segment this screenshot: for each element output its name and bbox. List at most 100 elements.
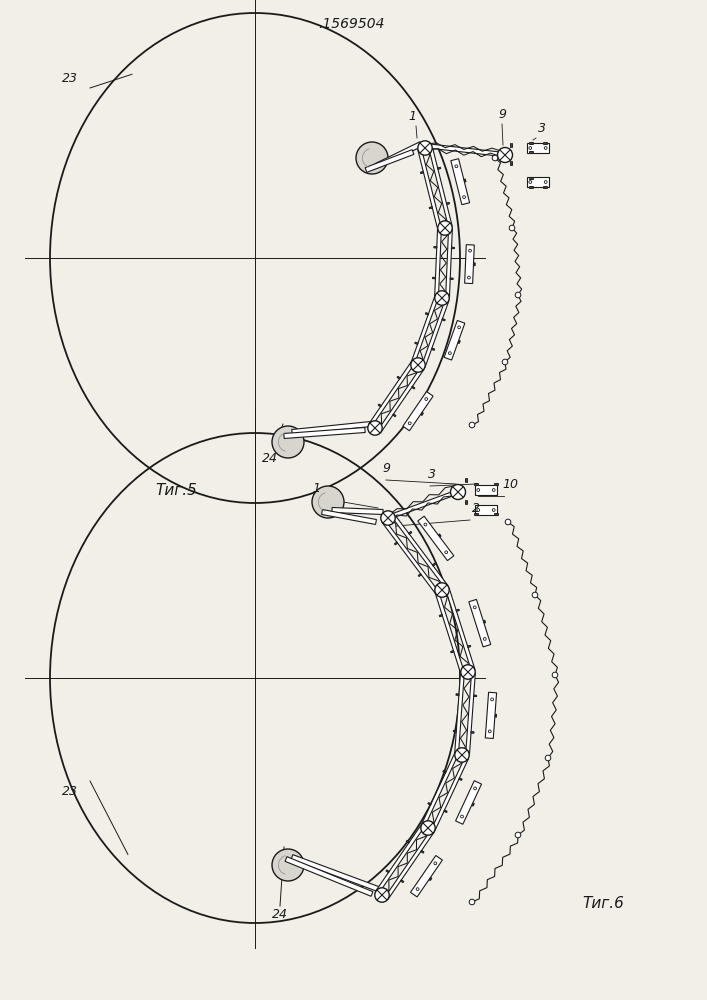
Polygon shape: [530, 177, 532, 179]
Polygon shape: [428, 146, 452, 227]
Polygon shape: [455, 781, 481, 824]
Text: 23: 23: [62, 785, 78, 798]
Polygon shape: [365, 150, 414, 172]
Circle shape: [438, 221, 452, 235]
Polygon shape: [485, 692, 496, 738]
Circle shape: [381, 511, 395, 525]
Polygon shape: [322, 510, 376, 524]
Polygon shape: [291, 855, 379, 891]
Polygon shape: [369, 361, 415, 426]
Polygon shape: [464, 179, 466, 182]
Polygon shape: [411, 856, 443, 897]
Polygon shape: [409, 531, 412, 534]
Polygon shape: [530, 142, 533, 144]
Polygon shape: [428, 144, 499, 156]
Polygon shape: [467, 645, 471, 648]
Text: 10: 10: [502, 478, 518, 491]
Polygon shape: [474, 263, 475, 266]
Polygon shape: [432, 563, 436, 566]
Polygon shape: [433, 277, 436, 279]
Polygon shape: [375, 142, 422, 168]
Polygon shape: [446, 202, 450, 205]
Polygon shape: [527, 177, 549, 187]
Polygon shape: [527, 143, 549, 153]
Circle shape: [552, 672, 558, 678]
Polygon shape: [418, 574, 421, 577]
Text: 24: 24: [262, 452, 278, 465]
Polygon shape: [453, 730, 457, 732]
Circle shape: [506, 519, 510, 525]
Circle shape: [515, 832, 521, 838]
Polygon shape: [386, 870, 390, 873]
Polygon shape: [411, 386, 415, 389]
Circle shape: [509, 225, 515, 231]
Polygon shape: [391, 514, 448, 588]
Polygon shape: [385, 830, 434, 899]
Polygon shape: [474, 695, 477, 697]
Polygon shape: [484, 620, 486, 623]
Circle shape: [356, 142, 388, 174]
Text: 3: 3: [538, 122, 546, 135]
Polygon shape: [530, 151, 532, 153]
Circle shape: [375, 888, 389, 902]
Polygon shape: [332, 508, 383, 514]
Polygon shape: [418, 516, 454, 561]
Polygon shape: [438, 167, 441, 169]
Polygon shape: [450, 278, 453, 280]
Polygon shape: [421, 299, 449, 367]
Polygon shape: [397, 376, 400, 379]
Polygon shape: [465, 478, 467, 482]
Circle shape: [515, 292, 521, 298]
Circle shape: [461, 665, 475, 679]
Polygon shape: [435, 591, 464, 674]
Polygon shape: [431, 348, 435, 350]
Polygon shape: [494, 483, 498, 485]
Text: 1: 1: [408, 110, 416, 123]
Polygon shape: [284, 428, 366, 438]
Circle shape: [421, 821, 436, 835]
Circle shape: [411, 358, 425, 372]
Polygon shape: [429, 878, 432, 881]
Polygon shape: [411, 296, 438, 364]
Polygon shape: [459, 778, 462, 780]
Polygon shape: [466, 672, 475, 756]
Polygon shape: [530, 186, 533, 188]
Text: Τиг.6: Τиг.6: [582, 896, 624, 911]
Circle shape: [435, 291, 449, 305]
Circle shape: [492, 155, 498, 161]
Circle shape: [450, 485, 465, 499]
Polygon shape: [510, 161, 512, 165]
Polygon shape: [474, 513, 478, 515]
Text: 24: 24: [272, 908, 288, 921]
Text: 9: 9: [498, 108, 506, 121]
Polygon shape: [415, 342, 418, 344]
Polygon shape: [421, 752, 459, 826]
Polygon shape: [472, 803, 474, 806]
Polygon shape: [494, 513, 498, 515]
Polygon shape: [428, 803, 431, 805]
Polygon shape: [442, 319, 445, 321]
Polygon shape: [456, 609, 460, 611]
Polygon shape: [406, 840, 409, 843]
Polygon shape: [543, 142, 547, 144]
Circle shape: [502, 359, 508, 365]
Polygon shape: [433, 246, 437, 248]
Circle shape: [545, 755, 551, 761]
Polygon shape: [435, 228, 441, 298]
Polygon shape: [382, 520, 439, 594]
Polygon shape: [495, 714, 496, 717]
Polygon shape: [378, 367, 424, 432]
Polygon shape: [421, 412, 423, 416]
Polygon shape: [474, 483, 478, 485]
Polygon shape: [543, 186, 547, 188]
Polygon shape: [444, 320, 464, 360]
Circle shape: [469, 422, 475, 428]
Polygon shape: [400, 880, 404, 883]
Polygon shape: [445, 588, 475, 671]
Circle shape: [455, 748, 469, 762]
Polygon shape: [438, 534, 441, 537]
Circle shape: [272, 849, 304, 881]
Polygon shape: [451, 159, 469, 205]
Text: 23: 23: [62, 72, 78, 85]
Polygon shape: [285, 857, 373, 896]
